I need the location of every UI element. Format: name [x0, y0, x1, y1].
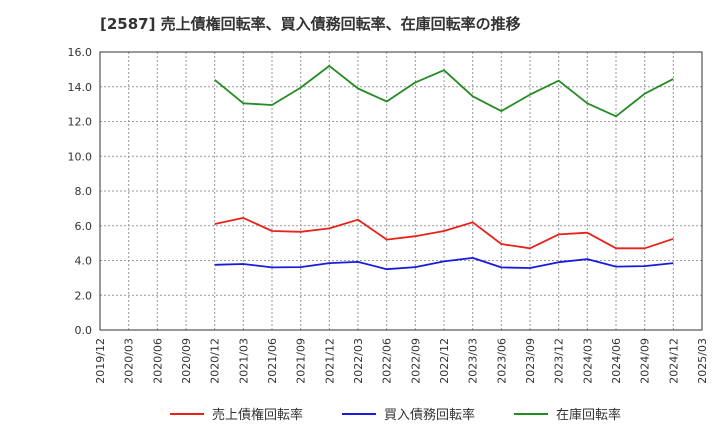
x-tick-label: 2020/12 — [209, 338, 222, 384]
series-line-3 — [214, 65, 674, 118]
legend-label-1: 売上債権回転率 — [212, 407, 303, 423]
y-axis: 0.0 2.0 4.0 6.0 8.0 10.0 12.0 14.0 16.0 — [68, 46, 93, 337]
y-tick-label: 10.0 — [68, 150, 93, 163]
y-tick-label: 16.0 — [68, 46, 93, 59]
y-tick-label: 6.0 — [75, 220, 93, 233]
x-tick-label: 2024/03 — [581, 338, 594, 384]
legend-label-3: 在庫回転率 — [556, 407, 621, 423]
x-tick-label: 2020/03 — [123, 338, 136, 384]
plot-frame — [99, 51, 703, 331]
x-tick-label: 2022/03 — [352, 338, 365, 384]
x-tick-label: 2021/12 — [323, 338, 336, 384]
grid — [100, 52, 702, 330]
x-axis: 2019/12 2020/03 2020/06 2020/09 2020/12 2021/… — [94, 338, 709, 384]
x-tick-label: 2024/09 — [639, 338, 652, 384]
x-tick-label: 2023/06 — [495, 338, 508, 384]
x-tick-label: 2025/03 — [696, 338, 709, 384]
y-tick-label: 0.0 — [75, 324, 93, 337]
series-group — [214, 65, 674, 271]
legend: 売上債権回転率 買入債務回転率 在庫回転率 — [170, 407, 621, 423]
series-line-2 — [214, 256, 674, 271]
x-tick-label: 2021/03 — [237, 338, 250, 384]
x-tick-label: 2022/09 — [409, 338, 422, 384]
x-tick-label: 2022/12 — [438, 338, 451, 384]
x-tick-label: 2023/12 — [553, 338, 566, 384]
series-line-1 — [214, 216, 674, 250]
legend-label-2: 買入債務回転率 — [384, 407, 475, 423]
x-tick-label: 2021/09 — [295, 338, 308, 384]
y-tick-label: 4.0 — [75, 255, 93, 268]
x-tick-label: 2022/06 — [381, 338, 394, 384]
y-tick-label: 8.0 — [75, 185, 93, 198]
x-tick-label: 2024/06 — [610, 338, 623, 384]
y-tick-label: 2.0 — [75, 289, 93, 302]
x-tick-label: 2023/03 — [467, 338, 480, 384]
x-tick-label: 2020/09 — [180, 338, 193, 384]
y-tick-label: 14.0 — [68, 81, 93, 94]
x-tick-label: 2023/09 — [524, 338, 537, 384]
x-tick-label: 2021/06 — [266, 338, 279, 384]
x-tick-label: 2024/12 — [667, 338, 680, 384]
x-tick-label: 2020/06 — [151, 338, 164, 384]
chart-title: [2587] 売上債権回転率、買入債務回転率、在庫回転率の推移 — [100, 15, 521, 33]
x-tick-label: 2019/12 — [94, 338, 107, 384]
y-tick-label: 12.0 — [68, 116, 93, 129]
